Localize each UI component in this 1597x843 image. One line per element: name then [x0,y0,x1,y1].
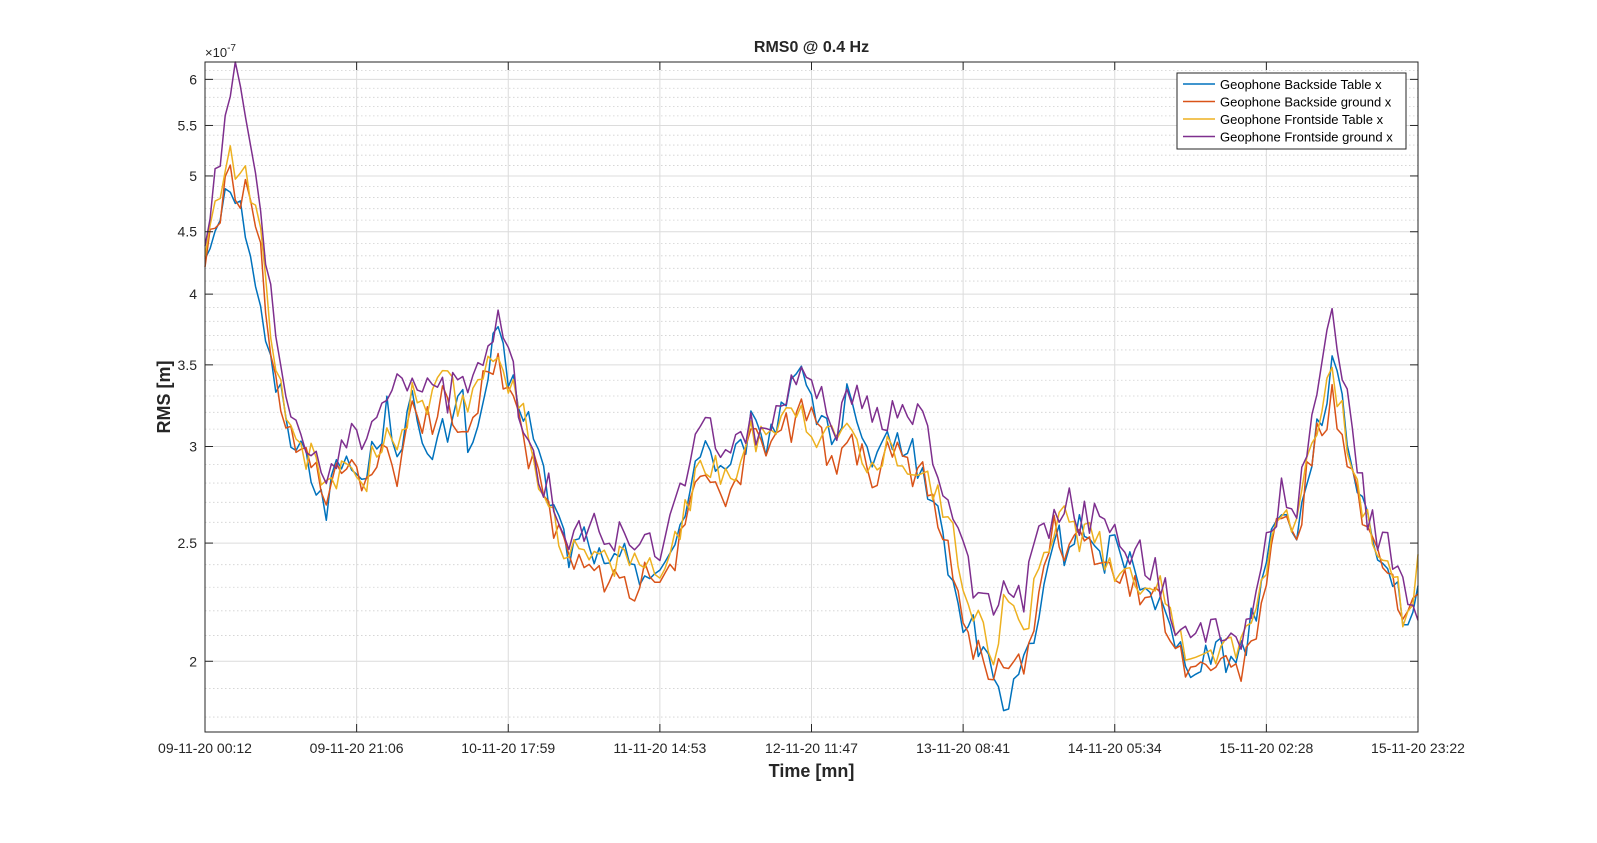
tick-layer: 2 2.5 3 3.5 4 4.5 5 5.5 6 09-11-20 00:12 09-11-20 … [158,62,1465,756]
y-tick-label: 2.5 [178,535,198,551]
y-tick-label: 5.5 [178,117,198,133]
x-tick-label: 09-11-20 21:06 [310,740,404,756]
x-tick-label: 13-11-20 08:41 [916,740,1010,756]
x-tick-label: 15-11-20 23:22 [1371,740,1465,756]
y-exponent-label: ×10-7 [205,43,236,60]
x-tick-label: 14-11-20 05:34 [1068,740,1162,756]
x-tick-label: 09-11-20 00:12 [158,740,252,756]
y-exponent-power: -7 [227,43,236,54]
x-tick-label: 15-11-20 02:28 [1219,740,1313,756]
y-exponent-base: ×10 [205,45,227,60]
y-tick-label: 4.5 [178,224,198,240]
legend-label: Geophone Frontside Table x [1220,112,1384,127]
legend: Geophone Backside Table x Geophone Backsi… [1176,72,1407,150]
y-tick-label: 6 [189,71,197,87]
y-tick-label: 3 [189,439,197,455]
series-layer [204,61,1419,712]
y-tick-label: 4 [189,286,197,302]
y-tick-label: 5 [189,168,197,184]
x-tick-label: 12-11-20 11:47 [765,740,858,756]
series-line [204,188,1419,712]
series-line [204,61,1419,650]
legend-label: Geophone Backside Table x [1220,77,1382,92]
x-tick-label: 10-11-20 17:59 [461,740,555,756]
x-axis-title: Time [mn] [769,761,855,781]
x-tick-label: 11-11-20 14:53 [613,740,706,756]
legend-label: Geophone Frontside ground x [1220,130,1393,145]
legend-box [1176,72,1407,150]
legend-label: Geophone Backside ground x [1220,95,1392,110]
chart-title: RMS0 @ 0.4 Hz [754,39,869,56]
y-tick-label: 3.5 [178,357,198,373]
series-line [204,145,1419,666]
y-tick-label: 2 [189,653,197,669]
y-axis-title: RMS [m] [154,361,174,434]
